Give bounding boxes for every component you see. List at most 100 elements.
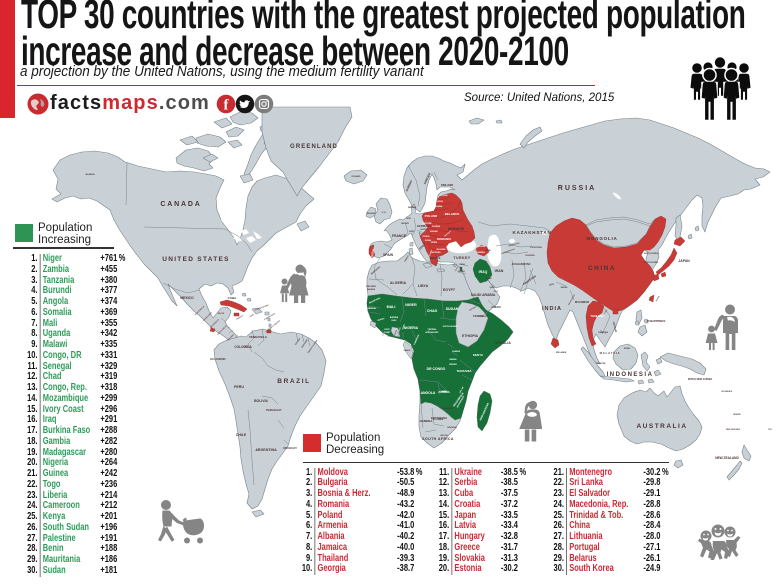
svg-text:EGYPT: EGYPT bbox=[443, 288, 456, 292]
svg-text:AFRICAN REP.: AFRICAN REP. bbox=[425, 331, 439, 334]
svg-text:RWANDA: RWANDA bbox=[449, 358, 457, 361]
svg-text:GHANA: GHANA bbox=[393, 329, 398, 337]
svg-text:BRAZIL: BRAZIL bbox=[277, 378, 310, 385]
svg-text:BELARUS: BELARUS bbox=[445, 212, 460, 216]
svg-text:BRUNEI: BRUNEI bbox=[624, 348, 630, 350]
svg-text:ALASKA: ALASKA bbox=[85, 173, 95, 176]
svg-text:TURKEY: TURKEY bbox=[453, 256, 470, 260]
svg-text:KUWAIT: KUWAIT bbox=[486, 277, 492, 280]
svg-text:U.A.E.: U.A.E. bbox=[494, 290, 499, 293]
svg-text:U. K.: U. K. bbox=[382, 212, 387, 214]
svg-text:SOUTH AFRICA: SOUTH AFRICA bbox=[422, 437, 454, 441]
svg-text:SINGAPORE: SINGAPORE bbox=[596, 362, 605, 365]
svg-text:FINLAND: FINLAND bbox=[441, 183, 453, 187]
svg-text:FIJI: FIJI bbox=[768, 429, 772, 431]
svg-text:KENYA: KENYA bbox=[473, 353, 484, 357]
svg-text:IRAN: IRAN bbox=[495, 269, 504, 273]
svg-text:ROMANIA: ROMANIA bbox=[437, 237, 452, 241]
svg-text:ISRAEL: ISRAEL bbox=[454, 266, 459, 272]
svg-text:UGANDA: UGANDA bbox=[452, 350, 461, 353]
svg-text:SURINAME: SURINAME bbox=[300, 338, 309, 349]
svg-text:SOMALIA: SOMALIA bbox=[495, 341, 511, 345]
svg-text:CUBA: CUBA bbox=[228, 296, 237, 300]
svg-text:SOLOMON IS.: SOLOMON IS. bbox=[721, 391, 733, 393]
svg-text:BURUNDI: BURUNDI bbox=[449, 364, 457, 366]
svg-text:TAIWAN: TAIWAN bbox=[655, 295, 661, 303]
svg-text:CENTRAL: CENTRAL bbox=[427, 328, 437, 331]
svg-text:PORTUGAL: PORTUGAL bbox=[369, 248, 376, 263]
svg-text:OMAN: OMAN bbox=[491, 305, 500, 309]
svg-text:SPAIN: SPAIN bbox=[383, 253, 394, 257]
svg-text:GUYANA: GUYANA bbox=[294, 337, 301, 346]
svg-text:COSTA RICA: COSTA RICA bbox=[216, 325, 227, 336]
svg-text:SWEDEN: SWEDEN bbox=[423, 172, 432, 185]
svg-text:CAMBODIA: CAMBODIA bbox=[598, 331, 609, 334]
svg-text:AZERB.: AZERB. bbox=[485, 249, 491, 252]
svg-text:NETH.: NETH. bbox=[407, 218, 412, 220]
svg-text:PAPUA NEW GUINEA: PAPUA NEW GUINEA bbox=[688, 378, 713, 381]
svg-text:NEW CALEDONIA: NEW CALEDONIA bbox=[726, 428, 740, 431]
svg-text:VENEZUELA: VENEZUELA bbox=[249, 335, 268, 339]
svg-text:MONGOLIA: MONGOLIA bbox=[586, 236, 617, 241]
svg-text:BANGLADESH: BANGLADESH bbox=[567, 293, 576, 305]
svg-text:WESTERN: WESTERN bbox=[366, 286, 376, 288]
svg-text:FASO: FASO bbox=[392, 319, 397, 322]
svg-text:MYANMAR: MYANMAR bbox=[575, 300, 589, 304]
svg-text:QATAR: QATAR bbox=[489, 286, 495, 289]
svg-text:BELIZE: BELIZE bbox=[218, 313, 225, 315]
svg-text:CHAD: CHAD bbox=[427, 309, 438, 313]
svg-text:COLOMBIA: COLOMBIA bbox=[234, 345, 252, 349]
svg-text:UNITED STATES: UNITED STATES bbox=[162, 256, 230, 263]
svg-text:ITALY: ITALY bbox=[418, 242, 426, 251]
svg-text:BOTSWANA: BOTSWANA bbox=[431, 416, 447, 420]
svg-text:LAOS: LAOS bbox=[603, 308, 609, 314]
svg-text:AUSTRALIA: AUSTRALIA bbox=[636, 423, 687, 430]
svg-text:FRENCH GUIANA: FRENCH GUIANA bbox=[307, 339, 319, 354]
svg-text:MALI: MALI bbox=[387, 305, 396, 309]
svg-text:CHILE: CHILE bbox=[236, 433, 247, 437]
svg-text:NAMIBIA: NAMIBIA bbox=[420, 419, 434, 423]
svg-text:SWITZ.: SWITZ. bbox=[409, 231, 415, 233]
svg-text:CANADA: CANADA bbox=[160, 201, 201, 208]
svg-text:ETHIOPIA: ETHIOPIA bbox=[462, 334, 479, 338]
svg-text:DJIBOUTI: DJIBOUTI bbox=[480, 316, 488, 318]
svg-text:MACEDONIA: MACEDONIA bbox=[431, 251, 441, 254]
svg-text:GREECE: GREECE bbox=[430, 256, 441, 260]
svg-text:TANZANIA: TANZANIA bbox=[456, 369, 472, 373]
svg-text:LITHUANIA: LITHUANIA bbox=[434, 205, 443, 208]
svg-text:ALBANIA: ALBANIA bbox=[428, 248, 433, 256]
svg-text:ANGOLA: ANGOLA bbox=[421, 391, 436, 395]
svg-text:JAMAICA: JAMAICA bbox=[235, 314, 244, 321]
svg-text:TOGO: TOGO bbox=[398, 327, 402, 333]
svg-text:SAHARA: SAHARA bbox=[367, 288, 376, 291]
svg-text:CHINA: CHINA bbox=[588, 265, 616, 272]
svg-text:SYRIA: SYRIA bbox=[459, 263, 465, 266]
svg-text:MALAYSIA: MALAYSIA bbox=[600, 351, 621, 355]
svg-text:GREENLAND: GREENLAND bbox=[290, 144, 338, 150]
svg-text:NIGER: NIGER bbox=[405, 303, 417, 307]
svg-text:TRINIDAD & TOBAGO: TRINIDAD & TOBAGO bbox=[265, 319, 282, 334]
svg-text:KAZAKHSTAN: KAZAKHSTAN bbox=[513, 230, 552, 235]
svg-text:DR CONGO: DR CONGO bbox=[427, 367, 446, 371]
svg-text:IVORY: IVORY bbox=[384, 329, 390, 331]
svg-text:BULGARIA: BULGARIA bbox=[437, 248, 447, 251]
svg-text:CZECH REP.: CZECH REP. bbox=[422, 223, 432, 225]
svg-text:PANAMA: PANAMA bbox=[227, 333, 236, 342]
svg-text:FRANCE: FRANCE bbox=[392, 234, 407, 238]
svg-text:DOMINICAN REP.: DOMINICAN REP. bbox=[254, 303, 269, 311]
svg-text:HAITI: HAITI bbox=[249, 313, 255, 318]
svg-text:BOSNIA: BOSNIA bbox=[425, 239, 432, 242]
svg-text:ECUADOR: ECUADOR bbox=[210, 357, 226, 361]
svg-text:VIETNAM: VIETNAM bbox=[612, 321, 618, 332]
svg-text:RUSSIA: RUSSIA bbox=[558, 185, 596, 192]
svg-text:MOROCCO: MOROCCO bbox=[371, 266, 381, 275]
svg-text:PERU: PERU bbox=[234, 385, 244, 389]
svg-text:ICELAND: ICELAND bbox=[352, 175, 361, 178]
svg-text:INDIA: INDIA bbox=[542, 306, 562, 312]
svg-text:BOTSWANA: BOTSWANA bbox=[433, 418, 444, 421]
svg-text:CROATIA: CROATIA bbox=[422, 235, 430, 238]
svg-text:MAURITANIA: MAURITANIA bbox=[368, 296, 381, 304]
svg-text:LATVIA: LATVIA bbox=[437, 200, 443, 203]
svg-text:BELGIUM: BELGIUM bbox=[401, 223, 409, 225]
svg-text:JORDAN: JORDAN bbox=[457, 270, 465, 273]
